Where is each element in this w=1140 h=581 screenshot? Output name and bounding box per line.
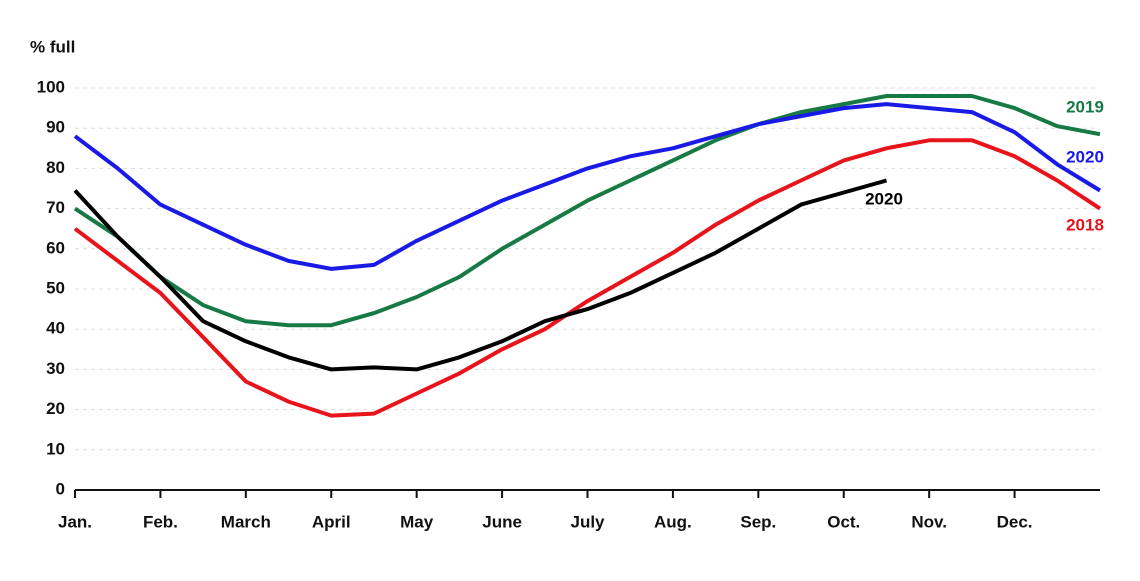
y-tick-label: 80 (46, 158, 65, 177)
y-tick-label: 60 (46, 238, 65, 257)
x-tick-label: April (312, 512, 351, 531)
series-label: 2020 (1066, 147, 1104, 166)
y-tick-label: 0 (56, 479, 65, 498)
x-tick-label: May (400, 512, 434, 531)
x-tick-label: March (221, 512, 271, 531)
line (73, 102, 1102, 271)
x-tick-label: Sep. (740, 512, 776, 531)
y-tick-label: 40 (46, 319, 65, 338)
y-tick-label: 30 (46, 359, 65, 378)
y-tick-label: 50 (46, 278, 65, 297)
x-tick-label: July (570, 512, 605, 531)
y-tick-label: 20 (46, 399, 65, 418)
line (73, 94, 1101, 328)
series-label: 2018 (1066, 215, 1104, 234)
x-tick-label: Jan. (58, 512, 92, 531)
series-label: 2020 (865, 189, 903, 208)
y-tick-label: 10 (46, 439, 65, 458)
y-tick-label: 90 (46, 118, 65, 137)
line (73, 178, 888, 372)
x-tick-label: June (482, 512, 522, 531)
y-tick-label: 100 (37, 77, 65, 96)
x-tick-label: Feb. (143, 512, 178, 531)
y-tick-label: 70 (46, 198, 65, 217)
y-axis-label: % full (30, 37, 75, 56)
series-label: 2019 (1066, 97, 1104, 116)
x-tick-label: Oct. (827, 512, 860, 531)
x-tick-label: Dec. (997, 512, 1033, 531)
line (73, 138, 1102, 418)
x-tick-label: Aug. (654, 512, 692, 531)
x-tick-label: Nov. (911, 512, 947, 531)
